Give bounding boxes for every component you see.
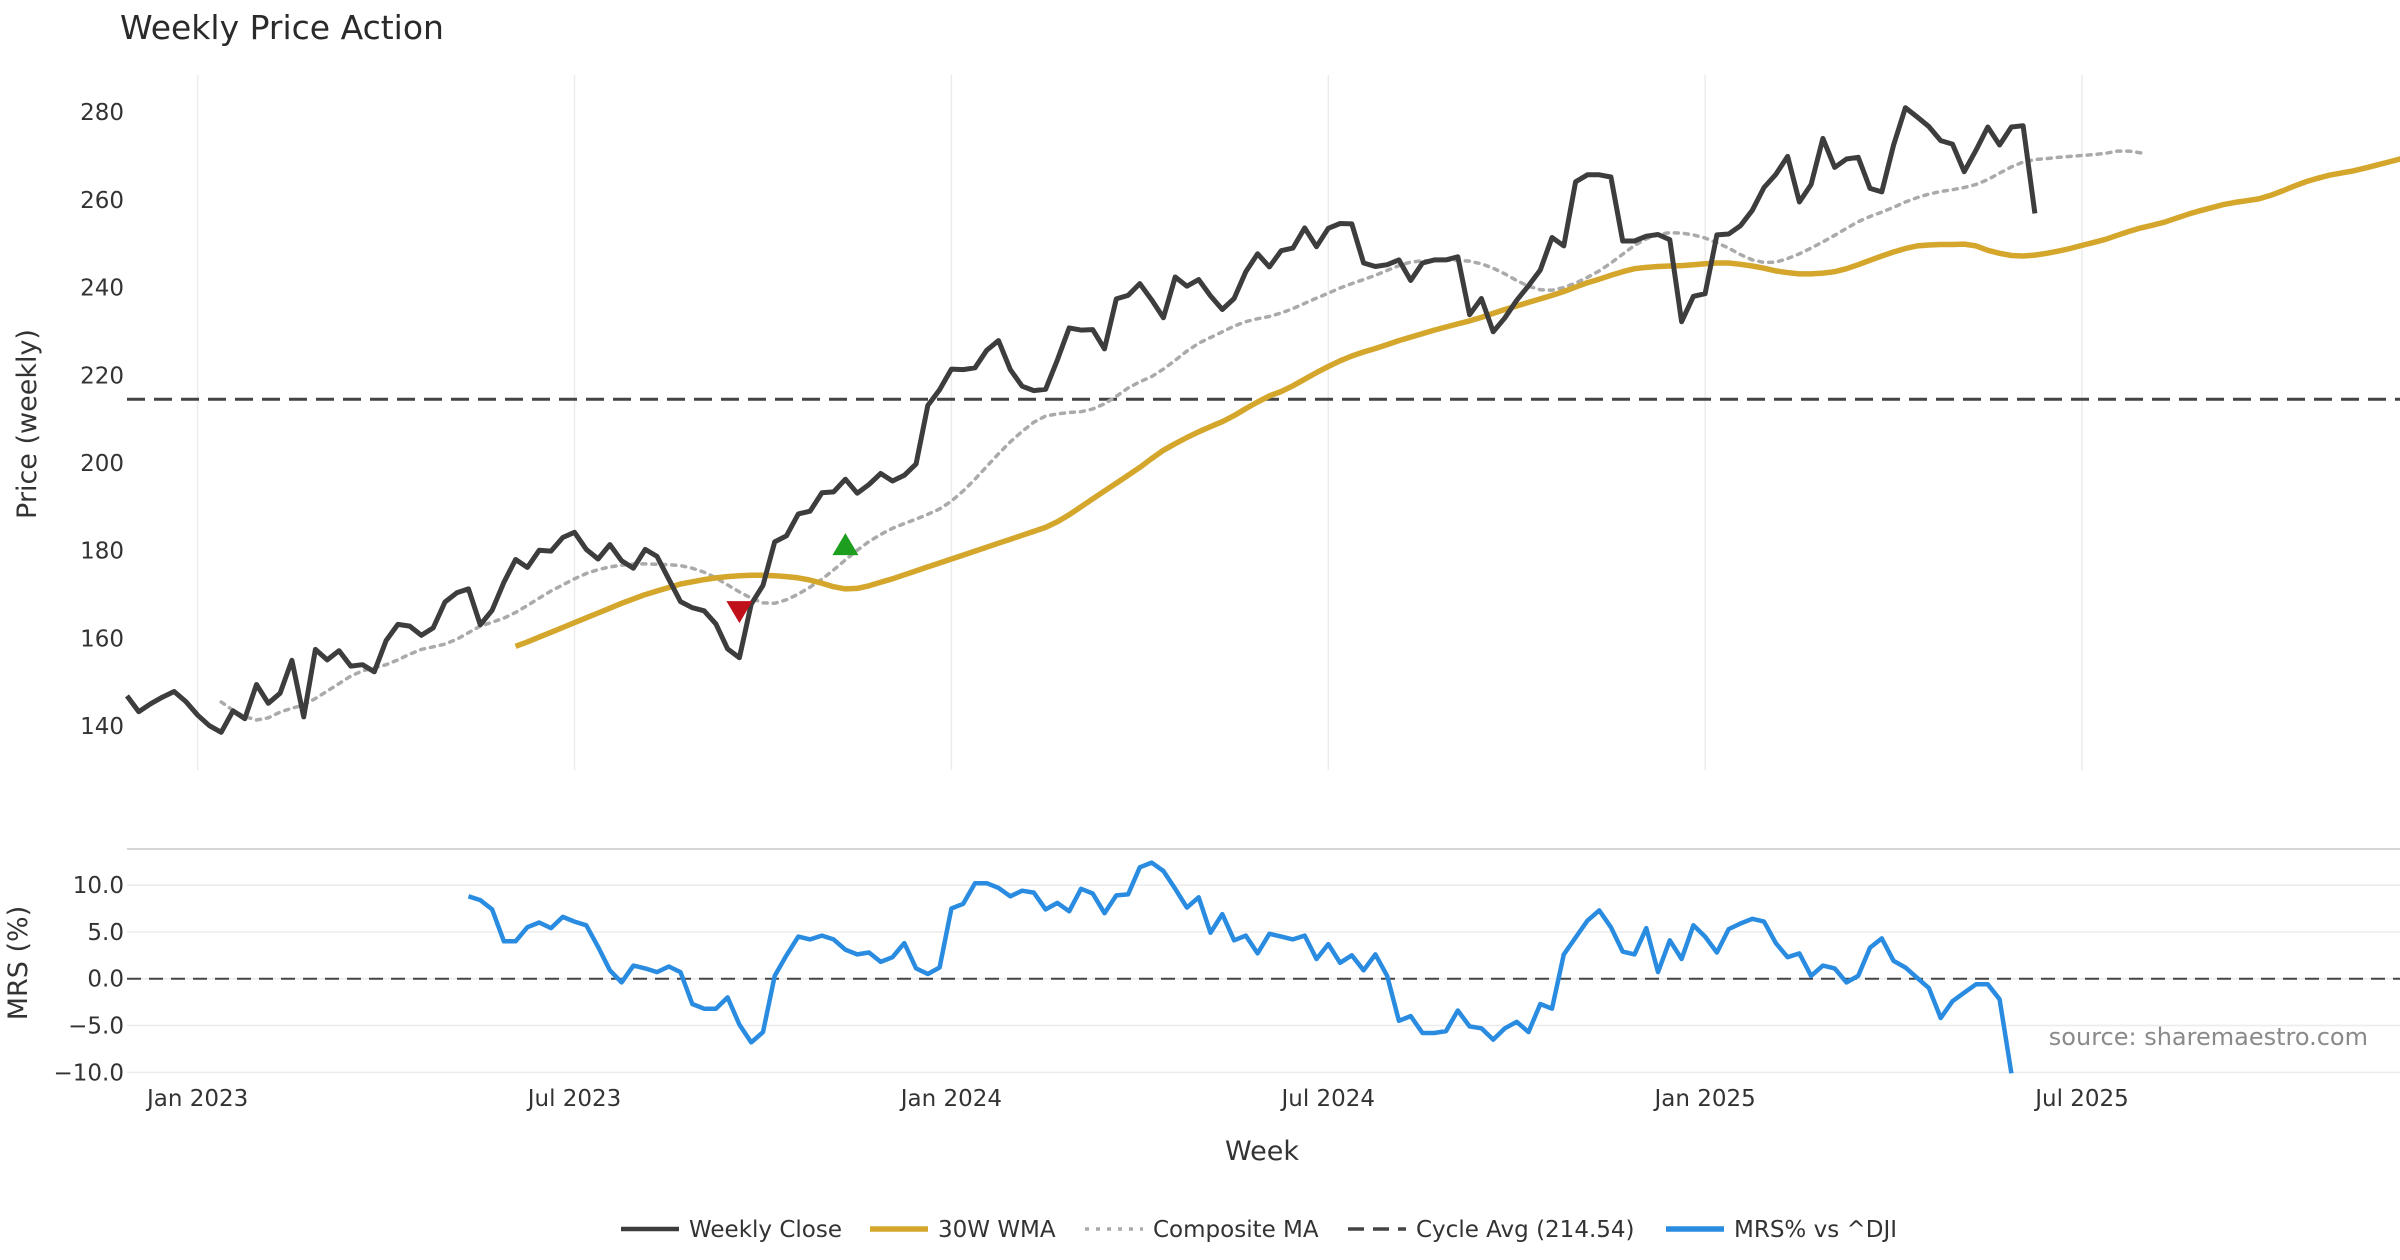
- chart-title: Weekly Price Action: [120, 8, 444, 47]
- legend-item[interactable]: Composite MA: [1085, 1217, 1319, 1243]
- mrs-y-tick-label: 5.0: [87, 920, 124, 946]
- wma30-line: [514, 156, 2400, 649]
- signal-markers: [726, 533, 859, 624]
- legend-item[interactable]: 30W WMA: [870, 1217, 1056, 1243]
- price-y-axis-label: Price (weekly): [12, 329, 43, 519]
- legend-label: MRS% vs ^DJI: [1734, 1217, 1897, 1243]
- x-tick-label: Jul 2025: [2033, 1086, 2129, 1112]
- mrs-y-tick-label: −10.0: [54, 1060, 124, 1086]
- legend-label: Composite MA: [1153, 1217, 1319, 1243]
- weekly-close-line: [124, 105, 2038, 735]
- x-tick-label: Jul 2023: [526, 1086, 622, 1112]
- mrs-y-tick-label: 0.0: [87, 967, 124, 993]
- price-y-tick-label: 280: [80, 100, 124, 126]
- source-annotation: source: sharemaestro.com: [2049, 1023, 2368, 1051]
- mrs-y-tick-labels: 10.0 5.0 0.0 −10.0 −5.0: [54, 873, 124, 1086]
- legend-item[interactable]: Cycle Avg (214.54): [1348, 1217, 1635, 1243]
- x-tick-label: Jan 2024: [899, 1086, 1002, 1112]
- legend-item[interactable]: MRS% vs ^DJI: [1666, 1217, 1897, 1243]
- x-tick-label: Jul 2024: [1279, 1086, 1375, 1112]
- price-grid: [196, 75, 2083, 770]
- composite-ma-line: [219, 149, 2143, 722]
- mrs-line: [467, 860, 2014, 1074]
- price-y-tick-label: 160: [80, 626, 124, 652]
- x-tick-labels: Jan 2023 Jul 2023 Jan 2024 Jul 2024 Jan 2025…: [145, 1086, 2129, 1112]
- buy-signal-marker: [832, 533, 859, 556]
- price-y-tick-label: 200: [80, 451, 124, 477]
- price-y-tick-label: 140: [80, 714, 124, 740]
- price-y-tick-label: 260: [80, 188, 124, 214]
- mrs-y-axis-label: MRS (%): [3, 906, 34, 1021]
- mrs-y-tick-label: 10.0: [73, 873, 124, 899]
- price-y-tick-labels: 140 160 180 200 220 240 260 280: [80, 100, 124, 740]
- mrs-y-tick-label: −5.0: [68, 1014, 124, 1040]
- x-tick-label: Jan 2023: [145, 1086, 248, 1112]
- legend-label: Weekly Close: [689, 1217, 842, 1243]
- sell-signal-marker: [726, 601, 753, 624]
- price-y-tick-label: 240: [80, 276, 124, 302]
- price-y-tick-label: 180: [80, 539, 124, 565]
- x-axis-label: Week: [1225, 1136, 1299, 1167]
- legend-label: 30W WMA: [938, 1217, 1056, 1243]
- legend-label: Cycle Avg (214.54): [1416, 1217, 1635, 1243]
- price-y-tick-label: 220: [80, 363, 124, 389]
- legend-item[interactable]: Weekly Close: [621, 1217, 842, 1243]
- legend[interactable]: Weekly Close 30W WMA Composite MA Cycle Avg…: [621, 1217, 1897, 1243]
- x-tick-label: Jan 2025: [1652, 1086, 1755, 1112]
